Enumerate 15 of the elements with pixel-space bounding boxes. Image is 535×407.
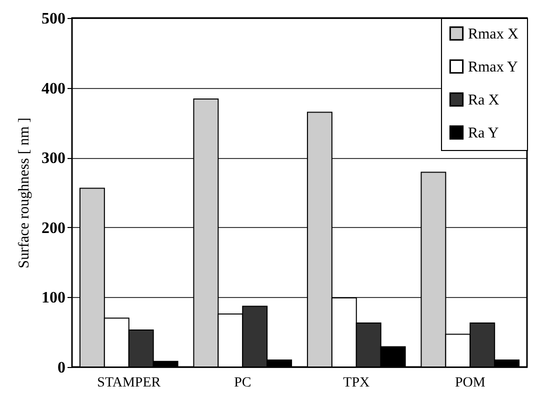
y-tick-label: 100	[42, 290, 66, 307]
x-tick-label: PC	[234, 376, 252, 390]
y-axis-title: Surface roughness [ nm ]	[16, 118, 32, 268]
y-tick-label: 0	[58, 360, 66, 376]
y-tick-label: 500	[42, 10, 66, 28]
x-tick-label: POM	[454, 376, 486, 390]
x-tick-label: TPX	[343, 376, 370, 390]
x-tick-label: STAMPER	[97, 376, 162, 390]
legend-label: Rmax Y	[468, 60, 518, 76]
legend-label: Rmax X	[468, 26, 519, 42]
y-tick-label: 300	[42, 150, 66, 168]
legend-label: Ra Y	[468, 126, 499, 142]
y-tick-label: 200	[42, 220, 66, 237]
legend-label: Ra X	[468, 92, 500, 108]
y-tick-label: 400	[42, 80, 66, 98]
